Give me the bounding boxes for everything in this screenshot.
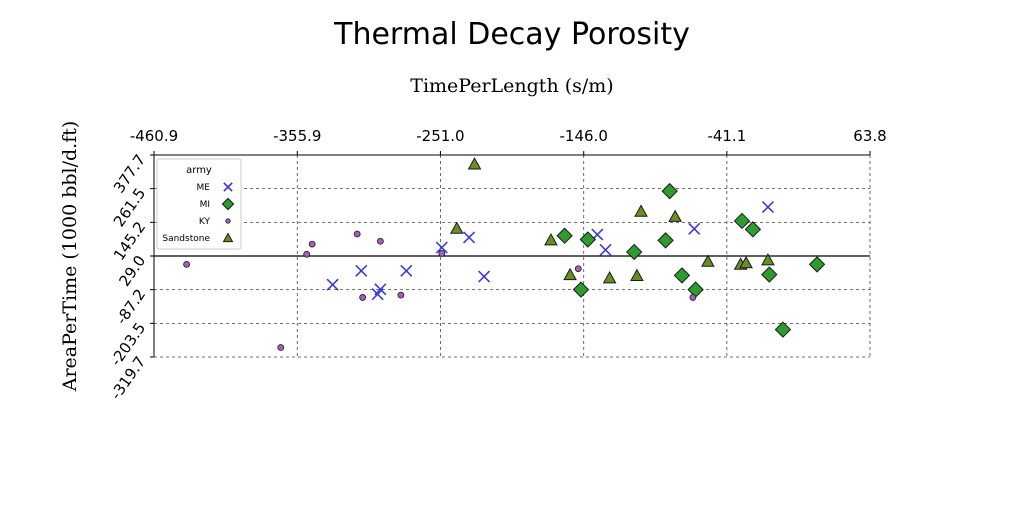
data-point-me <box>355 264 368 277</box>
x-tick-label: -460.9 <box>130 127 178 145</box>
data-point-sandstone <box>602 270 617 284</box>
data-point-ky <box>308 240 316 248</box>
data-point-sandstone <box>467 157 482 170</box>
marker-stroke <box>478 270 491 283</box>
data-point-sandstone <box>701 254 715 267</box>
data-point-sandstone <box>630 268 644 281</box>
data-point-me <box>599 243 612 256</box>
legend-label-mi: MI <box>200 200 210 210</box>
legend-box <box>156 158 242 250</box>
data-point-sandstone <box>449 221 464 234</box>
legend-title: army <box>186 165 212 176</box>
legend-marker-sandstone <box>222 232 234 243</box>
legend-label-me: ME <box>197 183 211 193</box>
data-point-ky <box>303 250 311 258</box>
data-point-mi <box>572 281 590 298</box>
data-point-ky <box>438 249 446 257</box>
data-point-ky <box>574 265 582 273</box>
data-point-sandstone <box>563 267 577 281</box>
data-point-mi <box>625 243 643 261</box>
data-point-me <box>326 278 339 291</box>
marker-stroke <box>223 182 233 192</box>
marker-stroke <box>374 283 387 296</box>
marker-stroke <box>463 231 476 244</box>
marker-stroke <box>326 278 339 291</box>
data-point-sandstone <box>544 233 558 246</box>
data-point-sandstone <box>634 204 648 217</box>
y-tick-label: 377.7 <box>110 151 149 197</box>
data-point-mi <box>673 267 691 284</box>
data-point-me <box>374 283 387 296</box>
data-point-mi <box>661 182 678 200</box>
data-point-me <box>688 222 701 235</box>
x-tick-label: -251.0 <box>416 127 464 145</box>
data-point-mi <box>556 227 573 244</box>
marker-stroke <box>355 264 368 277</box>
data-point-mi <box>744 221 762 238</box>
legend-marker-me <box>223 182 233 192</box>
chart-title: Thermal Decay Porosity <box>333 17 690 52</box>
data-point-mi <box>733 212 751 230</box>
data-point-ky <box>397 291 405 299</box>
legend-label-ky: KY <box>199 217 211 227</box>
data-point-me <box>435 241 448 254</box>
data-point-mi <box>774 321 792 338</box>
data-point-ky <box>277 344 285 351</box>
marker-stroke <box>761 200 774 214</box>
data-point-ky <box>689 294 697 301</box>
data-point-me <box>400 264 413 277</box>
data-point-mi <box>579 231 597 248</box>
x-tick-label: -41.1 <box>707 127 746 145</box>
y-axis-label: AreaPerTime (1000 bbl/d.ft) <box>59 121 81 393</box>
data-point-mi <box>808 256 826 273</box>
x-axis-label: TimePerLength (s/m) <box>410 75 613 97</box>
data-point-sandstone <box>739 255 753 269</box>
marker-stroke <box>400 264 413 277</box>
data-point-me <box>761 200 774 214</box>
marker-stroke <box>435 241 448 254</box>
y-tick-label: -87.2 <box>112 286 149 328</box>
data-point-sandstone <box>761 253 775 266</box>
x-tick-label: -146.0 <box>560 127 608 145</box>
data-points <box>183 157 826 351</box>
legend-marker-ky <box>225 218 231 224</box>
data-point-ky <box>359 294 367 301</box>
data-point-me <box>478 270 491 283</box>
axes <box>150 151 871 358</box>
data-point-sandstone <box>668 209 682 222</box>
marker-stroke <box>599 243 612 256</box>
data-point-me <box>463 231 476 244</box>
data-point-ky <box>376 237 384 245</box>
legend-label-sandstone: Sandstone <box>162 234 210 244</box>
x-tick-label: 63.8 <box>853 127 886 145</box>
x-tick-label: -355.9 <box>273 127 321 145</box>
data-point-ky <box>353 230 361 238</box>
data-point-mi <box>657 232 674 249</box>
legend-marker-mi <box>221 197 235 211</box>
data-point-mi <box>687 281 704 298</box>
data-point-mi <box>761 266 778 283</box>
legend: army ME MI KY Sandstone <box>156 158 242 250</box>
data-point-ky <box>183 260 191 268</box>
legend-items: ME MI KY Sandstone <box>162 182 235 244</box>
marker-stroke <box>688 222 701 235</box>
